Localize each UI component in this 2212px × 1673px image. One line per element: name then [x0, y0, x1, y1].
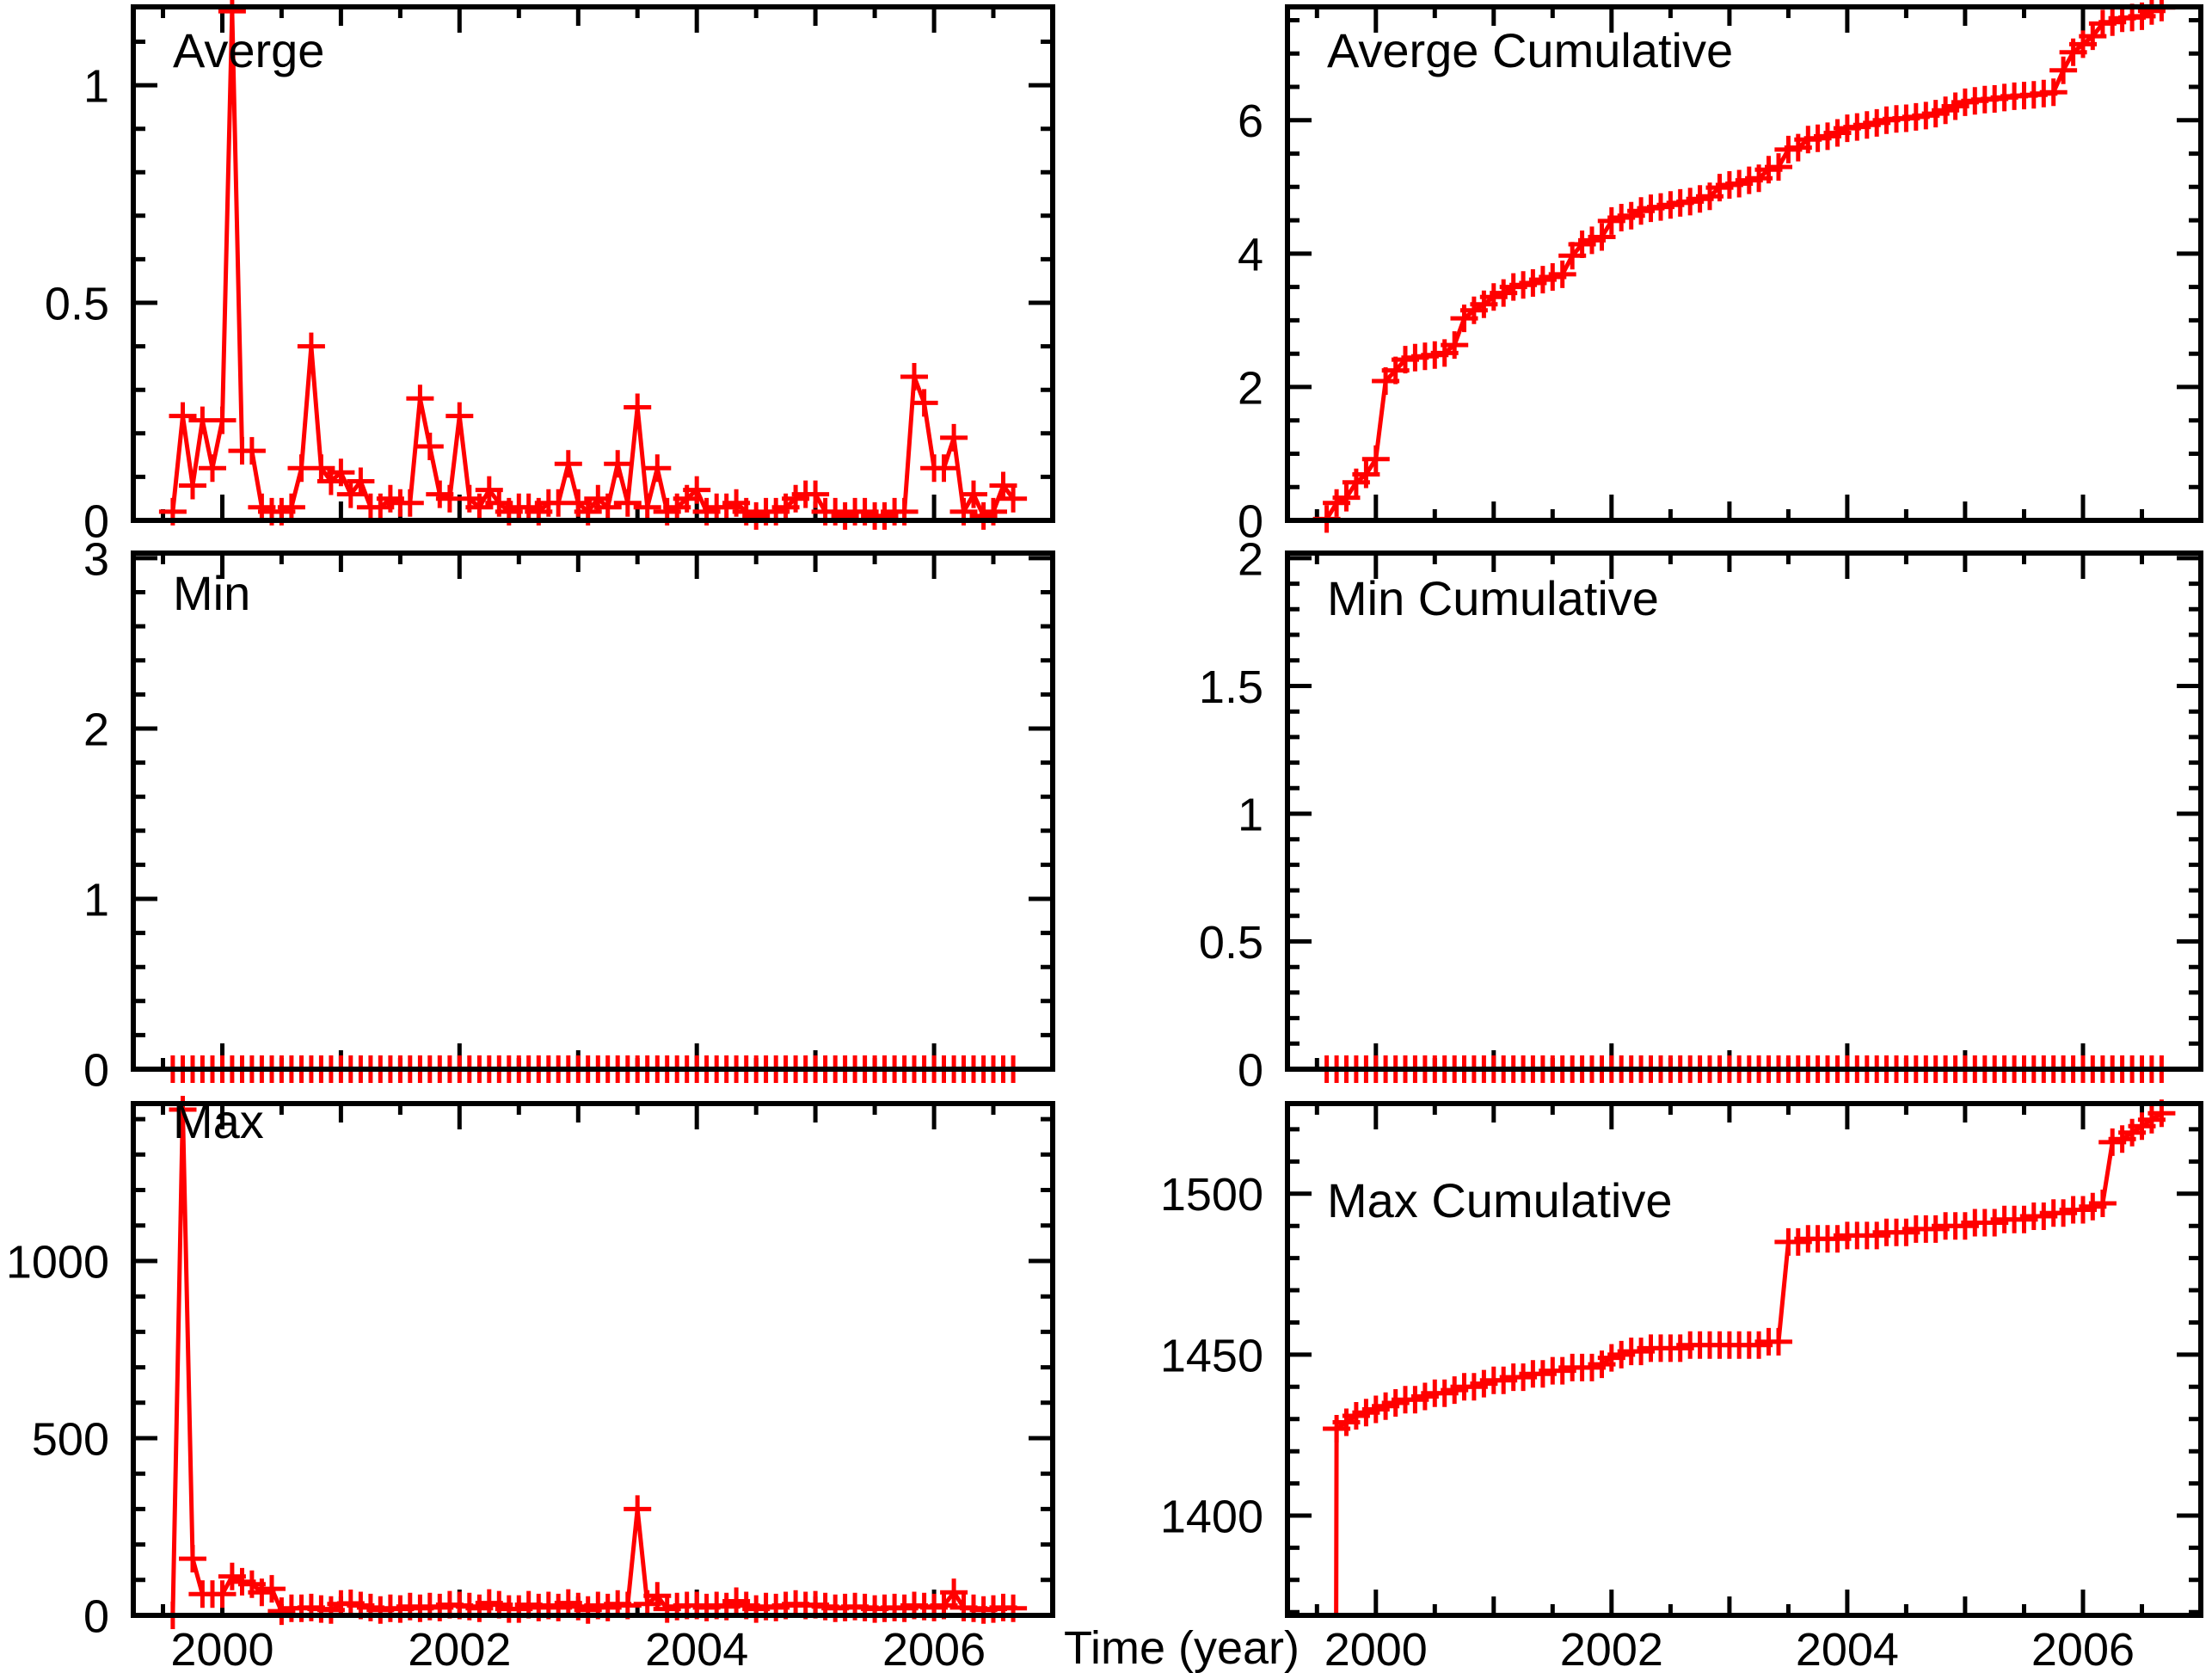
x-tick-label: 2000 [1324, 1624, 1428, 1673]
data-series-line [170, 1107, 1014, 1615]
axis-ticks [1287, 7, 2201, 523]
plot-frame [131, 550, 1055, 1072]
panel-title: Min Cumulative [1327, 571, 1659, 625]
axis-ticks [1287, 1104, 2201, 1615]
data-series-line [170, 9, 1016, 519]
y-tick-label: 0 [83, 495, 109, 547]
y-tick-label: 1400 [1160, 1491, 1263, 1542]
y-tick-label: 1450 [1160, 1330, 1263, 1381]
plot-frame [1285, 4, 2203, 523]
plot-frame [131, 1101, 1055, 1618]
y-tick-label: 4 [1238, 229, 1263, 280]
axis-ticks [133, 553, 1053, 1072]
data-series-markers [1312, 0, 2176, 533]
y-tick-label: 2 [1238, 533, 1263, 585]
panel-min-cumulative: 0 0.5 1 1.5 2 Min Cumulative [1199, 533, 2203, 1096]
panel-max-cumulative: 1400 1450 1500 2000 2002 2004 2006 Max Cumulati… [1160, 1099, 2203, 1673]
y-tick-label: 6 [1238, 95, 1263, 147]
y-tick-label: 1 [1238, 789, 1263, 840]
y-tick-label: 0 [83, 1044, 109, 1096]
data-series-markers [158, 0, 1028, 530]
y-tick-label: 2 [1238, 362, 1263, 414]
y-tick-label: 1000 [6, 1236, 109, 1288]
axis-ticks [133, 1104, 1053, 1618]
x-tick-label: 2004 [1796, 1624, 1899, 1673]
plot-frame [1285, 550, 2203, 1072]
x-tick-label: 2004 [645, 1624, 748, 1673]
y-tick-label: 0.5 [1199, 917, 1263, 969]
axis-ticks [1287, 553, 2201, 1072]
panel-title: Max [173, 1094, 264, 1148]
x-tick-label: 2006 [882, 1624, 986, 1673]
panel-title: Averge [173, 23, 324, 77]
y-tick-label: 2 [83, 704, 109, 755]
x-tick-label: 2000 [170, 1624, 273, 1673]
panel-max: 0 500 1000 2000 2002 2004 2006 Max [6, 1094, 1055, 1673]
panel-title: Averge Cumulative [1327, 23, 1733, 77]
data-series-markers [158, 1096, 1028, 1629]
data-series-clip [170, 9, 1016, 519]
x-tick-label: 2002 [408, 1624, 511, 1673]
plot-frame [1285, 1101, 2203, 1618]
y-tick-label: 1500 [1160, 1169, 1263, 1221]
y-tick-label: 0 [1238, 495, 1263, 547]
panel-title: Min [173, 566, 250, 620]
panel-title: Max Cumulative [1327, 1173, 1672, 1227]
y-tick-label: 0 [1238, 1044, 1263, 1096]
x-tick-label: 2006 [2031, 1624, 2135, 1673]
data-series-clip [170, 1107, 1014, 1615]
panel-averge-cumulative: 0 2 4 6 Averge Cumulative [1238, 0, 2203, 547]
y-tick-label: 3 [83, 533, 109, 585]
panel-min: 0 1 2 3 Min [83, 533, 1055, 1096]
y-tick-label: 1.5 [1199, 661, 1263, 713]
y-tick-label: 0 [83, 1590, 109, 1642]
x-tick-label: 2002 [1560, 1624, 1663, 1673]
data-series-markers [1323, 1099, 2176, 1442]
y-tick-label: 500 [32, 1413, 109, 1465]
y-tick-label: 1 [83, 874, 109, 926]
axis-ticks [133, 7, 1053, 523]
x-axis-title: Time (year) [1064, 1622, 1300, 1673]
y-tick-label: 0.5 [45, 278, 109, 329]
plot-frame [131, 4, 1055, 523]
panel-averge: 0 0.5 1 Averge [45, 0, 1055, 547]
y-tick-label: 1 [83, 61, 109, 113]
data-series-clip [1324, 7, 2163, 520]
data-series-line [1324, 7, 2163, 520]
